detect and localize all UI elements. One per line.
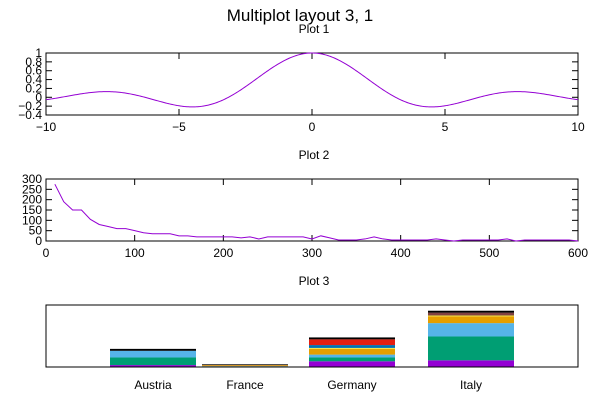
y-tick-label: 100 [22,213,42,227]
bar-segment [309,354,395,358]
bar-segment [110,350,196,358]
x-tick-label: 0 [43,246,50,260]
x-tick-label: −5 [172,120,186,134]
y-tick-label: −0.2 [18,99,42,113]
bar-segment [428,315,514,317]
bar-segment [428,316,514,324]
bar-italy [428,310,514,367]
bar-germany [309,337,395,367]
plot3-title: Plot 3 [298,274,330,288]
y-tick-label: 0.2 [25,81,42,95]
y-tick-label: 0.6 [25,64,42,78]
x-tick-label: 100 [125,246,145,260]
x-tick-label: −10 [36,120,57,134]
bar-segment [428,323,514,337]
page-title: Multiplot layout 3, 1 [226,6,374,25]
plot2-title: Plot 2 [298,148,330,162]
bar-segment [202,365,288,367]
bar-segment [428,360,514,367]
bar-segment [309,345,395,348]
y-tick-label: −0.4 [18,108,42,122]
y-tick-label: 0.8 [25,55,42,69]
bar-segment [309,339,395,346]
category-label: Germany [327,378,376,392]
bar-segment [428,312,514,316]
plot2-line [54,183,579,242]
x-tick-label: 0 [309,120,316,134]
bar-segment [110,357,196,366]
y-tick-label: 150 [22,203,42,217]
x-tick-label: 500 [479,246,499,260]
bar-segment [110,365,196,367]
y-tick-label: 50 [29,224,43,238]
bar-austria [110,348,196,367]
x-tick-label: 300 [302,246,322,260]
category-label: Italy [460,378,482,392]
bar-segment [428,336,514,361]
y-tick-label: 300 [22,172,42,186]
bar-segment [309,337,395,340]
bar-segment [202,364,288,365]
x-tick-label: 600 [568,246,588,260]
y-tick-label: 250 [22,182,42,196]
y-tick-label: 0.4 [25,73,42,87]
x-tick-label: 200 [213,246,233,260]
y-tick-label: 200 [22,193,42,207]
bar-segment [309,357,395,362]
category-label: Austria [134,378,172,392]
bar-segment [428,310,514,313]
bar-segment [309,361,395,367]
category-label: France [226,378,264,392]
y-tick-label: 1 [35,46,42,60]
y-tick-label: 0 [35,90,42,104]
x-tick-label: 10 [571,120,585,134]
x-tick-label: 5 [442,120,449,134]
bar-segment [309,348,395,355]
y-tick-label: 0 [35,234,42,248]
bar-segment [309,347,395,349]
plot3-axes: Austria France Germany Italy [45,304,579,392]
plot1-line [45,52,579,108]
plot1-title: Plot 1 [298,22,330,36]
bar-segment [110,348,196,351]
x-tick-label: 400 [391,246,411,260]
